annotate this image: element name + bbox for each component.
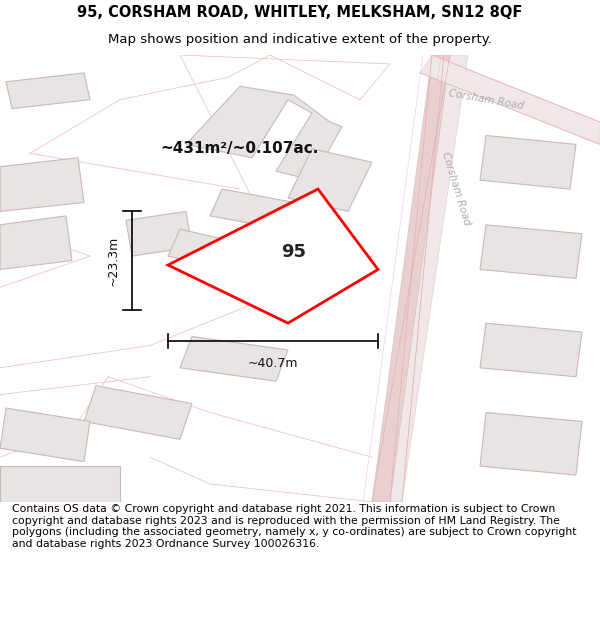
Polygon shape [0,216,72,269]
Polygon shape [480,323,582,377]
Polygon shape [180,336,288,381]
Polygon shape [480,136,576,189]
Text: 95, CORSHAM ROAD, WHITLEY, MELKSHAM, SN12 8QF: 95, CORSHAM ROAD, WHITLEY, MELKSHAM, SN1… [77,4,523,19]
Text: Map shows position and indicative extent of the property.: Map shows position and indicative extent… [108,33,492,46]
Text: ~431m²/~0.107ac.: ~431m²/~0.107ac. [161,141,319,156]
Text: ~40.7m: ~40.7m [248,357,298,369]
Polygon shape [288,149,372,211]
Polygon shape [0,158,84,211]
Text: Corsham Road: Corsham Road [448,88,524,111]
Polygon shape [6,73,90,109]
Polygon shape [168,189,378,323]
Polygon shape [126,211,192,256]
Polygon shape [480,225,582,278]
Text: 95: 95 [281,242,307,261]
Text: ~23.3m: ~23.3m [107,236,120,286]
Polygon shape [210,189,294,229]
Polygon shape [84,386,192,439]
Text: Contains OS data © Crown copyright and database right 2021. This information is : Contains OS data © Crown copyright and d… [12,504,577,549]
Text: Corsham Road: Corsham Road [440,151,472,227]
Polygon shape [420,55,600,144]
Polygon shape [480,412,582,475]
Polygon shape [0,466,120,502]
Polygon shape [168,229,240,269]
Polygon shape [0,408,90,462]
Polygon shape [372,55,450,502]
Polygon shape [186,86,342,180]
Polygon shape [378,55,468,502]
